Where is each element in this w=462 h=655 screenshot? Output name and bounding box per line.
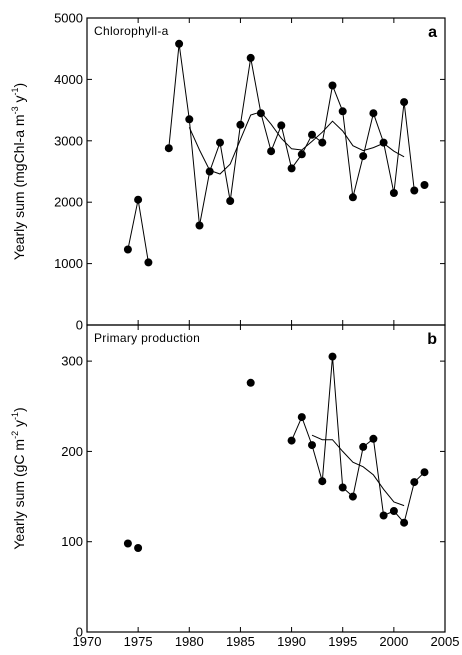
data-point	[318, 138, 327, 147]
data-point	[338, 483, 347, 492]
plot-frame	[86, 324, 446, 633]
y-tick-label: 100	[61, 534, 83, 549]
y-axis-label: Yearly sum (gC m-2 y-1)	[10, 407, 27, 549]
y-axis-label-superscript: -1	[10, 88, 20, 96]
data-point	[328, 352, 337, 361]
data-point	[348, 193, 357, 202]
data-point	[400, 98, 409, 107]
data-point	[410, 478, 419, 487]
data-point	[400, 518, 409, 527]
y-axis-label-text: Yearly sum (gC m	[11, 439, 27, 550]
y-axis-label-superscript: -2	[10, 431, 20, 439]
panel-label: b	[427, 331, 437, 348]
x-tick-label: 1990	[277, 634, 306, 649]
data-point	[236, 120, 245, 129]
y-tick-label: 200	[61, 444, 83, 459]
data-point	[318, 477, 327, 486]
data-point	[328, 81, 337, 90]
data-point	[287, 436, 296, 445]
y-axis-label-superscript: -3	[10, 106, 20, 114]
series-line	[188, 111, 405, 175]
data-point	[379, 138, 388, 147]
data-point	[369, 109, 378, 118]
y-tick-label: 5000	[54, 11, 83, 26]
data-point	[134, 544, 143, 552]
data-point	[389, 189, 398, 197]
data-point	[123, 245, 132, 254]
y-axis-label-superscript: -1	[10, 412, 20, 420]
y-tick-label: 4000	[54, 72, 83, 87]
y-tick-label: 3000	[54, 133, 83, 148]
panel-title: Primary production	[94, 331, 200, 345]
data-point	[267, 147, 276, 156]
panel-b: 0 100 200 300 Primary production b Yearly sum …	[10, 324, 446, 640]
panel-a: 0 1000 2000 3000 4000 5000 Chlorophyll-a a Yearl…	[10, 11, 446, 333]
data-point	[144, 258, 153, 267]
data-point	[256, 109, 265, 118]
data-point	[369, 434, 378, 443]
data-point	[164, 144, 173, 153]
x-tick-label: 1980	[175, 634, 204, 649]
series-line	[291, 356, 425, 524]
data-point	[410, 186, 419, 195]
data-point	[348, 492, 357, 501]
y-tick-label: 2000	[54, 195, 83, 210]
y-axis-label: Yearly sum (mgChl-a m-3 y-1)	[10, 83, 27, 260]
data-point	[420, 468, 429, 477]
x-tick-label: 1970	[73, 634, 102, 649]
data-point	[308, 441, 316, 450]
data-point	[359, 442, 368, 451]
data-point	[134, 195, 143, 204]
series-line	[311, 434, 405, 507]
data-point	[205, 167, 214, 176]
x-tick-label: 1985	[226, 634, 255, 649]
x-tick-label: 2000	[379, 634, 408, 649]
y-tick-label: 0	[76, 625, 83, 640]
y-axis-label-text: y	[11, 420, 27, 431]
y-axis-label-text: )	[11, 407, 27, 412]
data-point	[246, 378, 255, 387]
data-point	[175, 39, 184, 48]
y-tick-label: 300	[61, 354, 83, 369]
data-point	[389, 507, 398, 515]
data-point	[359, 152, 368, 161]
data-point	[287, 164, 296, 173]
data-point	[379, 511, 388, 520]
panel-label: a	[428, 24, 437, 41]
series-line	[127, 199, 149, 263]
panel-title: Chlorophyll-a	[94, 24, 169, 38]
data-point	[308, 130, 316, 139]
x-tick-label: 1975	[124, 634, 153, 649]
y-tick-label: 1000	[54, 256, 83, 271]
data-point	[297, 150, 306, 159]
data-point	[277, 121, 286, 130]
data-point	[195, 221, 204, 230]
y-tick-label: 0	[76, 318, 83, 333]
data-point	[123, 539, 132, 548]
data-point	[338, 107, 347, 116]
data-point	[226, 197, 235, 205]
data-point	[246, 53, 255, 62]
data-point	[216, 138, 224, 147]
plot-frame	[86, 17, 446, 326]
y-axis-label-text: y	[11, 96, 27, 107]
y-axis-label-text: Yearly sum (mgChl-a m	[11, 114, 27, 260]
data-point	[297, 413, 306, 422]
series-line	[168, 43, 415, 226]
x-tick-label: 1995	[328, 634, 357, 649]
x-tick-label: 2005	[431, 634, 460, 649]
data-point	[185, 115, 194, 124]
y-axis-label-text: )	[11, 83, 27, 88]
data-point	[420, 181, 429, 189]
